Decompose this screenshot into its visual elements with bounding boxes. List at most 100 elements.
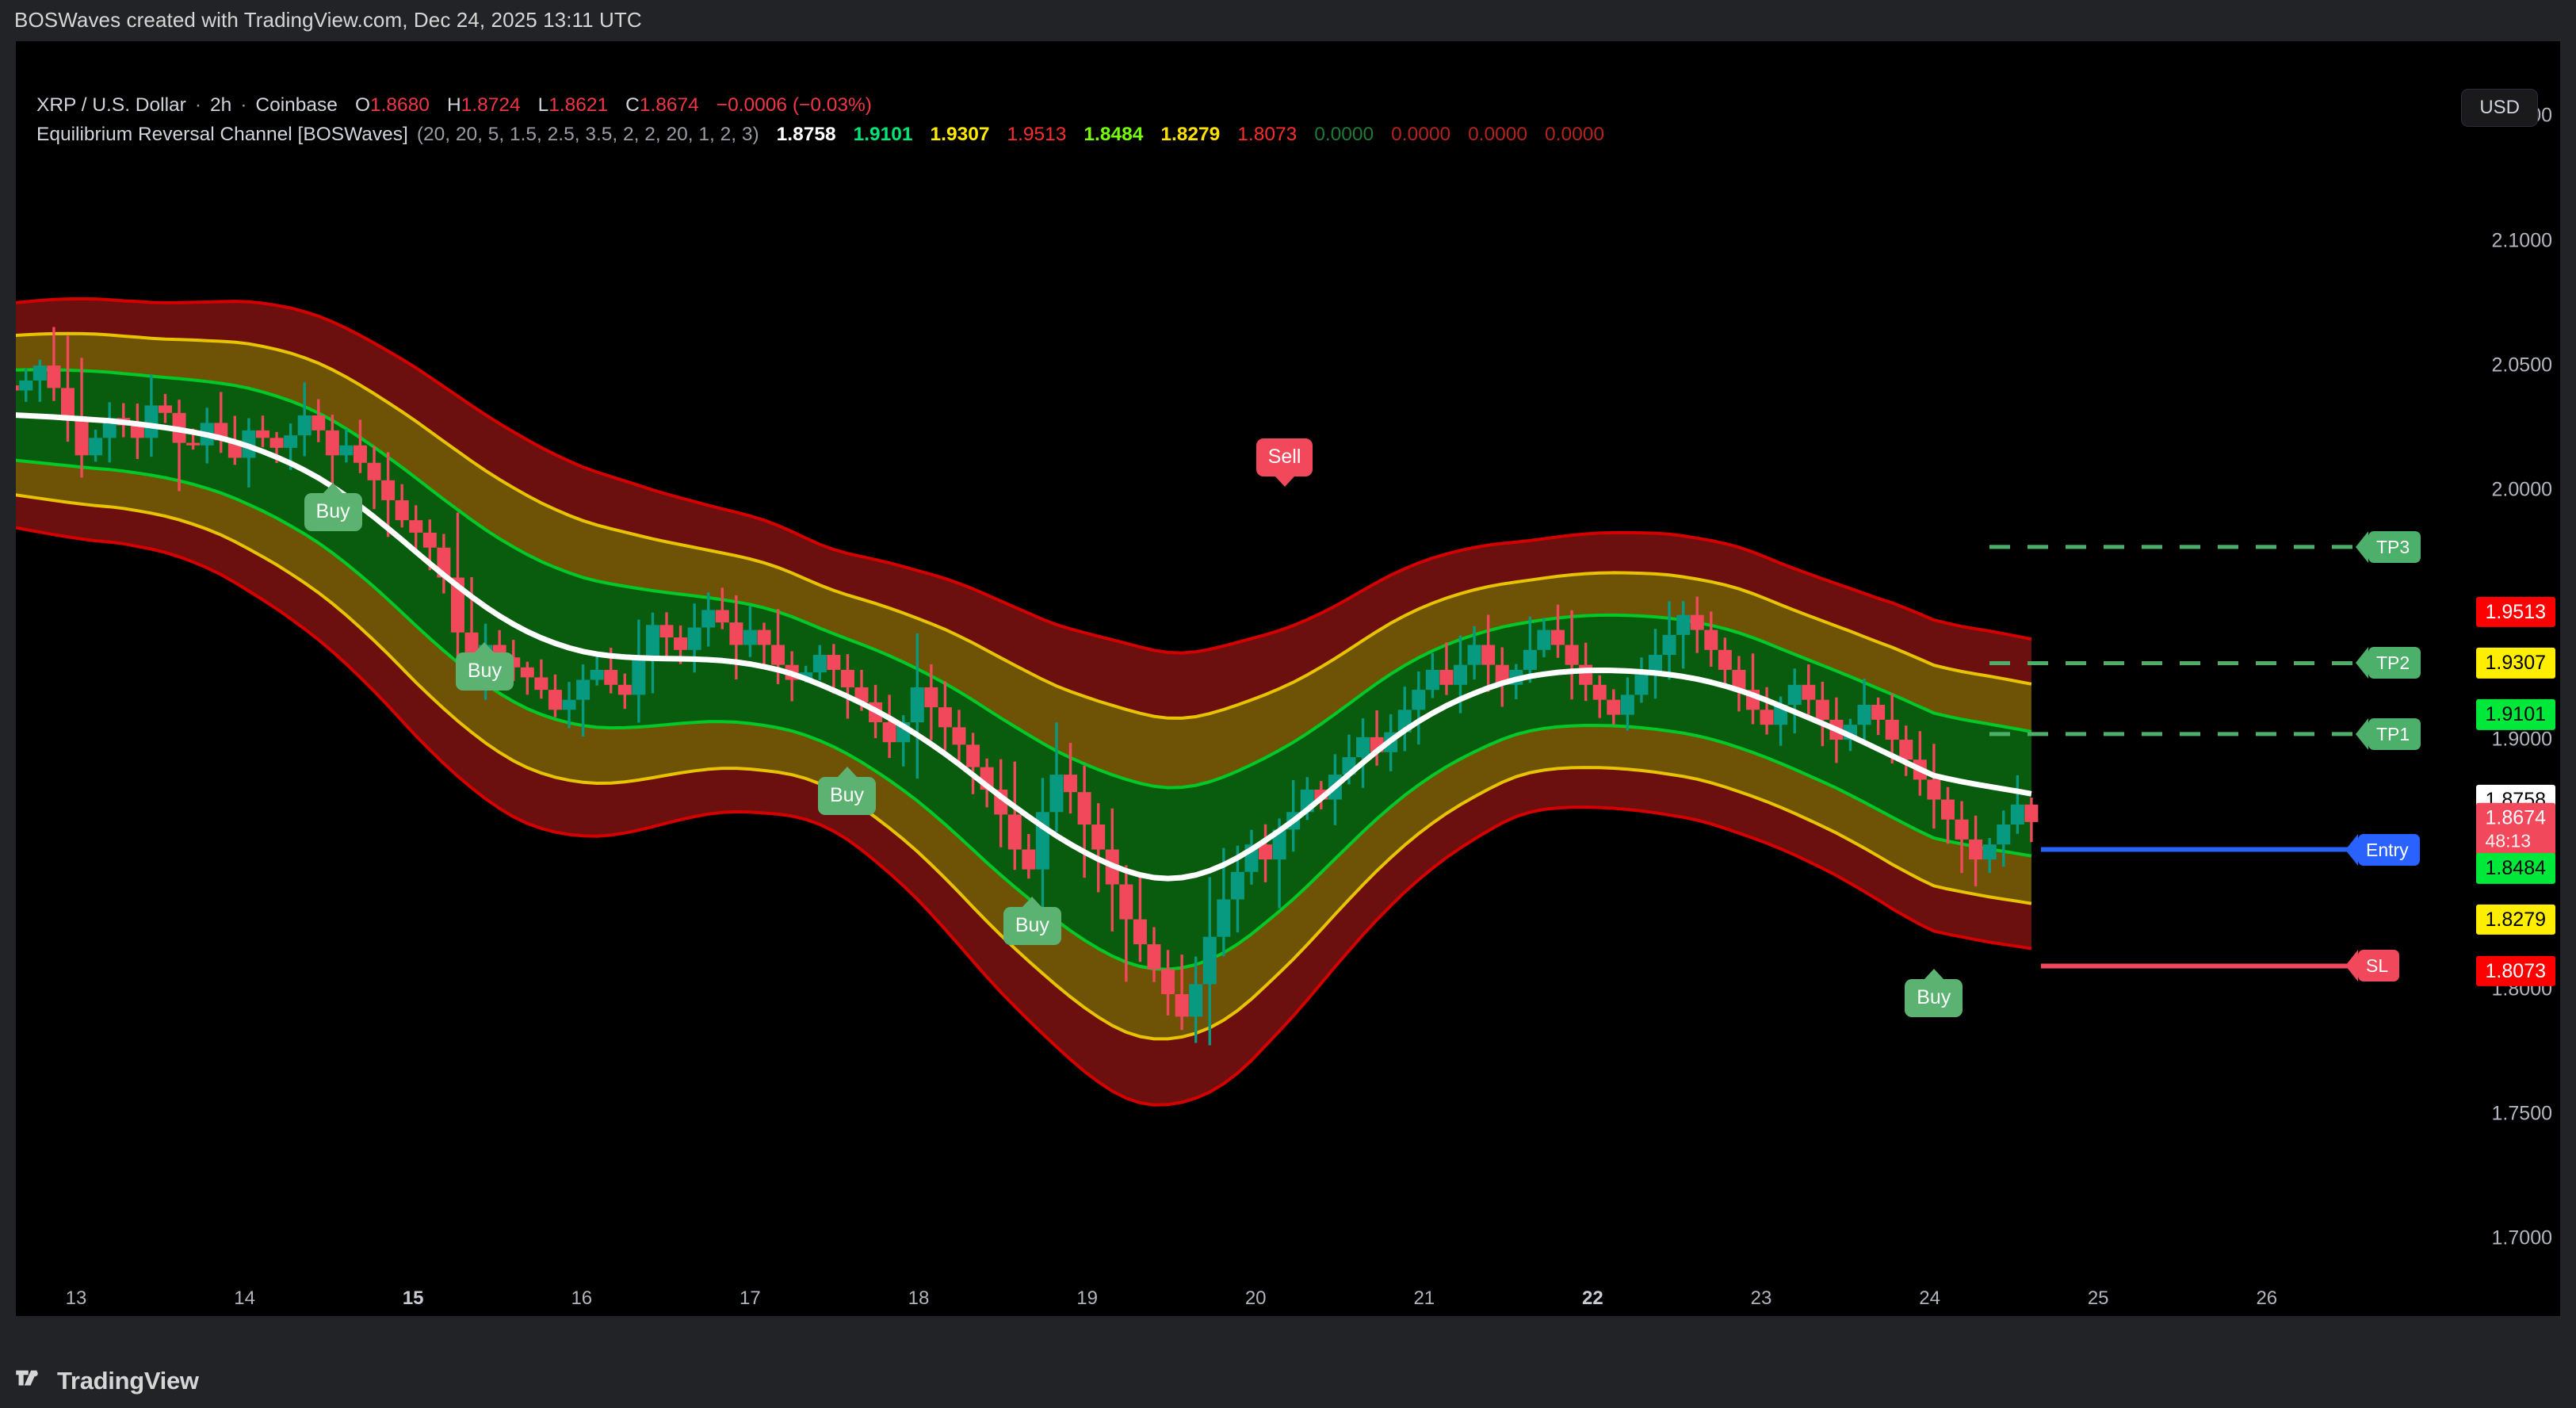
legend-symbol[interactable]: XRP / U.S. Dollar — [36, 94, 186, 116]
trade-level-lines — [1989, 545, 2374, 969]
candle-body — [1133, 919, 1147, 945]
tradingview-logo: TradingView — [14, 1365, 199, 1397]
candle-body — [353, 445, 367, 463]
candle-body — [89, 438, 103, 456]
candle-body — [1007, 814, 1022, 850]
currency-toggle-button[interactable]: USD — [2461, 89, 2538, 127]
legend-interval[interactable]: 2h — [209, 94, 232, 116]
candle-body — [1077, 792, 1091, 825]
tag-pointer-icon — [2356, 530, 2368, 563]
tradingview-mark-icon — [16, 1370, 38, 1386]
candle-body — [75, 420, 89, 456]
candle-body — [1592, 684, 1607, 700]
legend-value-zero-1: 0.0000 — [1314, 124, 1374, 146]
candle-body — [604, 669, 618, 685]
mid-yellow-price-value: 1.8279 — [2485, 908, 2546, 931]
tp1-price-value: 1.9101 — [2485, 703, 2546, 726]
time-tick-label: 20 — [1244, 1287, 1267, 1309]
time-axis[interactable]: 13 14 15 16 17 18 19 20 21 22 23 24 25 26 — [16, 1275, 2560, 1316]
tp3-price[interactable]: 1.9513 — [2475, 596, 2555, 627]
legend-value-entry: 1.8484 — [1084, 124, 1144, 146]
buy-signal-label[interactable]: Buy — [1905, 969, 1963, 1018]
candle-body — [1272, 829, 1286, 860]
candle-body — [1634, 675, 1649, 695]
candle-body — [757, 629, 771, 645]
candle-body — [1982, 844, 1997, 860]
trade-tag-tp3[interactable]: TP3 — [2356, 530, 2421, 563]
candle-body — [409, 520, 423, 533]
signal-pointer-icon — [1923, 969, 1944, 981]
candle-body — [1217, 899, 1231, 937]
candle-body — [1997, 825, 2011, 845]
signal-pointer-icon — [1274, 475, 1295, 487]
chart-plot-area[interactable]: Buy Buy Buy Buy Sell Buy TP3 TP2 TP1 Entry SL — [16, 41, 2421, 1275]
candle-body — [882, 722, 896, 743]
legend-indicator-name[interactable]: Equilibrium Reversal Channel [BOSWaves] — [36, 124, 408, 146]
legend-low-value: 1.8621 — [548, 94, 609, 116]
candle-body — [1885, 719, 1899, 740]
legend-value-tp2: 1.9307 — [930, 124, 990, 146]
trade-tag-tp1[interactable]: TP1 — [2356, 717, 2421, 750]
candle-body — [952, 727, 966, 745]
candle-body — [743, 629, 757, 645]
legend-indicator-params: (20, 20, 5, 1.5, 2.5, 3.5, 2, 2, 20, 1, … — [416, 124, 759, 146]
candle-body — [674, 637, 688, 650]
current-price-countdown[interactable]: 1.8674 48:13 — [2475, 802, 2555, 856]
legend-indicator-row[interactable]: Equilibrium Reversal Channel [BOSWaves] (… — [36, 120, 1604, 149]
candle-body — [1662, 634, 1676, 656]
legend-open-value: 1.8680 — [370, 94, 430, 116]
candle-body — [1718, 649, 1732, 670]
sl-price-value: 1.8073 — [2485, 959, 2546, 982]
band-line-inner-lower — [16, 458, 2032, 971]
legend-low-key: L — [537, 94, 549, 116]
sell-signal-label[interactable]: Sell — [1256, 438, 1313, 487]
legend-high-key: H — [446, 94, 461, 116]
buy-signal-label[interactable]: Buy — [1003, 896, 1061, 945]
trade-tag-tp2[interactable]: TP2 — [2356, 647, 2421, 679]
candle-body — [1481, 645, 1496, 665]
time-tick-label: 18 — [908, 1287, 930, 1309]
legend-symbol-row[interactable]: XRP / U.S. Dollar · 2h · Coinbase O1.8680 H1.8… — [36, 90, 1604, 120]
legend-value-zero-2: 0.0000 — [1391, 124, 1451, 146]
buy-signal-label[interactable]: Buy — [455, 641, 514, 691]
chart-canvas — [16, 297, 2374, 1107]
legend-sep-2: · — [240, 94, 247, 116]
candle-body — [534, 677, 548, 691]
price-tick-label: 2.0000 — [2491, 478, 2552, 501]
candle-body — [284, 435, 298, 448]
time-tick-label: 13 — [65, 1287, 87, 1309]
candle-body — [381, 480, 396, 500]
trade-tag-entry[interactable]: Entry — [2345, 833, 2420, 866]
candle-body — [1815, 699, 1829, 720]
tp2-price[interactable]: 1.9307 — [2475, 648, 2555, 679]
price-axis[interactable]: 2.15002.10002.05002.00001.90001.80001.75… — [2421, 41, 2560, 1275]
mid-yellow-price[interactable]: 1.8279 — [2475, 904, 2555, 935]
legend-open-key: O — [354, 94, 370, 116]
candle-body — [966, 744, 980, 767]
candle-body — [1049, 775, 1064, 813]
sl-price[interactable]: 1.8073 — [2475, 955, 2555, 986]
signal-label-text: Buy — [829, 784, 865, 807]
candle-body — [827, 655, 841, 670]
tp1-price[interactable]: 1.9101 — [2475, 699, 2555, 730]
price-tick-label: 2.0500 — [2491, 354, 2552, 377]
legend-change: −0.0006 (−0.03%) — [716, 94, 872, 116]
candle-body — [1787, 684, 1802, 705]
current-price-countdown-countdown: 48:13 — [2485, 830, 2532, 851]
candle-body — [562, 699, 576, 710]
candle-body — [16, 385, 19, 391]
trade-tag-label: TP1 — [2376, 723, 2410, 744]
legend-exchange[interactable]: Coinbase — [255, 94, 338, 116]
time-tick-label: 24 — [1919, 1287, 1940, 1309]
candle-body — [311, 415, 326, 430]
candle-body — [1732, 669, 1746, 691]
band-line-mid-lower — [16, 493, 2032, 1041]
buy-signal-label[interactable]: Buy — [817, 767, 877, 816]
trade-tag-sl[interactable]: SL — [2345, 950, 2400, 982]
price-tick-label: 1.7500 — [2491, 1102, 2552, 1125]
buy-signal-label[interactable]: Buy — [304, 482, 362, 531]
time-tick-label: 16 — [571, 1287, 593, 1309]
candle-body — [1927, 779, 1941, 800]
current-price-countdown-value: 1.8674 — [2485, 806, 2546, 829]
entry-price[interactable]: 1.8484 — [2475, 853, 2555, 884]
